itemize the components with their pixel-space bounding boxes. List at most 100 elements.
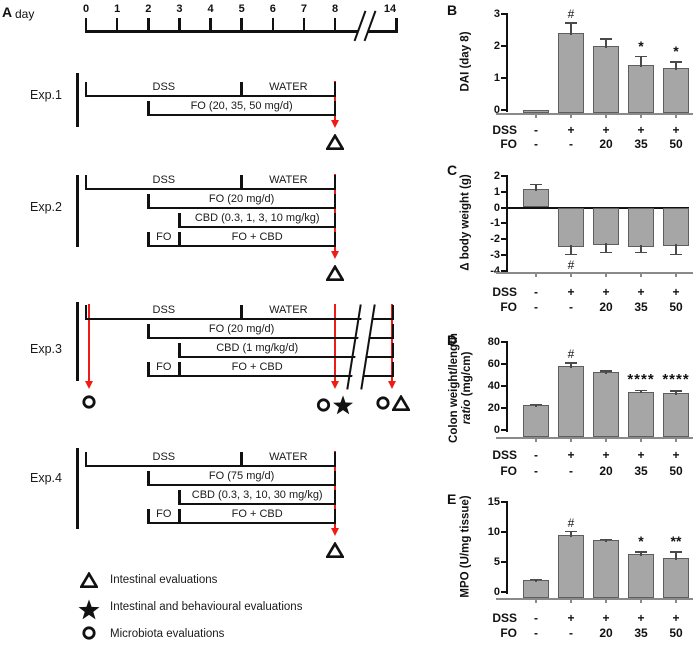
x-axis-line	[496, 437, 693, 439]
x-axis-tick	[675, 600, 677, 603]
dss-value: -	[534, 285, 538, 299]
x-axis-tick	[535, 439, 537, 442]
treatment-tick	[147, 194, 150, 209]
y-axis-tick	[501, 269, 506, 272]
treatment-tick	[240, 175, 243, 190]
error-bar	[675, 390, 677, 395]
y-axis-tick	[501, 190, 506, 193]
fo-value: -	[569, 300, 573, 314]
error-bar-cap	[600, 538, 612, 541]
treatment-tick	[178, 362, 181, 377]
treatment-tick	[147, 232, 150, 247]
treatment-line	[178, 226, 337, 228]
y-axis-tick	[501, 253, 506, 256]
timepoint-arrowhead	[330, 120, 339, 128]
treatment-tick	[391, 343, 395, 358]
treatment-tick	[178, 213, 181, 228]
treatment-tick	[333, 194, 337, 209]
treatment-tick	[240, 82, 243, 97]
experiment-bracket	[76, 302, 79, 381]
fo-value: 20	[599, 626, 613, 640]
dss-value: +	[637, 611, 645, 625]
triangle-icon	[325, 541, 345, 558]
y-axis-tick	[501, 174, 506, 177]
significance-marker: **	[670, 533, 682, 550]
x-axis-line	[496, 272, 693, 274]
dss-value: -	[534, 448, 538, 462]
triangle-icon	[79, 571, 99, 588]
significance-marker: *	[638, 37, 644, 54]
y-tick-label: 40	[487, 380, 500, 392]
dss-value: +	[637, 448, 645, 462]
bar	[523, 188, 549, 208]
x-axis-tick	[605, 115, 607, 118]
y-axis-tick	[501, 501, 506, 503]
error-bar	[605, 538, 607, 543]
experiment-bracket	[76, 448, 79, 529]
treatment-line	[147, 114, 337, 116]
error-bar-cap	[530, 578, 542, 581]
dss-value: +	[602, 285, 610, 299]
triangle-icon	[325, 133, 345, 150]
y-tick-label: 60	[487, 358, 500, 370]
x-axis-tick	[640, 115, 642, 118]
timeline-tick	[209, 18, 212, 33]
circle-icon	[316, 398, 331, 412]
day-axis-label: day	[15, 7, 35, 21]
y-axis-tick	[501, 109, 506, 111]
timeline-day-label: 0	[82, 3, 90, 15]
experiment-label: Exp.1	[30, 88, 62, 102]
y-axis-tick	[501, 407, 506, 409]
panel-letter: B	[447, 2, 458, 18]
treatment-label: CBD (0.3, 1, 3, 10 mg/kg)	[194, 211, 320, 224]
timepoint-arrowhead	[330, 381, 339, 389]
fo-value: -	[534, 464, 538, 478]
fo-value: -	[569, 464, 573, 478]
timeline-day-label: 14	[383, 3, 397, 15]
treatment-line	[84, 188, 337, 190]
treatment-tick	[84, 175, 88, 190]
timepoint-arrowhead	[84, 381, 93, 389]
error-bar	[570, 22, 572, 36]
triangle-icon	[325, 264, 345, 281]
fo-value: 35	[634, 626, 648, 640]
treatment-tick	[391, 362, 395, 377]
treatment-tick	[84, 452, 88, 467]
bar	[663, 558, 689, 598]
y-axis-tick	[501, 13, 506, 15]
error-bar-cap	[530, 403, 542, 406]
y-axis-tick	[501, 238, 506, 241]
bar	[558, 33, 584, 113]
error-bar-cap	[670, 390, 682, 392]
fo-value: 50	[669, 626, 683, 640]
triangle-icon	[391, 394, 411, 411]
bar	[628, 554, 654, 598]
x-axis-tick	[535, 274, 537, 277]
error-bar	[605, 38, 607, 48]
x-axis-line	[496, 598, 693, 600]
treatment-tick	[333, 175, 337, 190]
treatment-label: FO	[156, 360, 172, 373]
y-axis-tick	[501, 429, 506, 431]
bar	[628, 207, 654, 247]
y-axis-tick	[501, 45, 506, 47]
treatment-label: DSS	[152, 450, 176, 463]
significance-marker: #	[567, 347, 575, 362]
treatment-label: FO + CBD	[231, 230, 283, 243]
bar	[593, 540, 619, 598]
treatment-line	[84, 95, 337, 97]
treatment-line	[84, 465, 337, 467]
timeline-tick	[271, 18, 274, 33]
treatment-line	[147, 522, 337, 524]
legend-symbol	[79, 571, 99, 588]
timepoint-arrowhead	[387, 381, 396, 389]
timepoint-arrow	[87, 304, 91, 383]
timeline-day-label: 7	[300, 3, 307, 15]
treatment-tick	[240, 305, 243, 320]
y-axis-tick	[501, 561, 506, 563]
timeline-tick	[84, 18, 88, 33]
treatment-label: WATER	[269, 303, 308, 316]
treatment-label: FO	[156, 230, 172, 243]
timeline-tick	[147, 18, 150, 33]
y-axis-tick	[501, 385, 506, 387]
